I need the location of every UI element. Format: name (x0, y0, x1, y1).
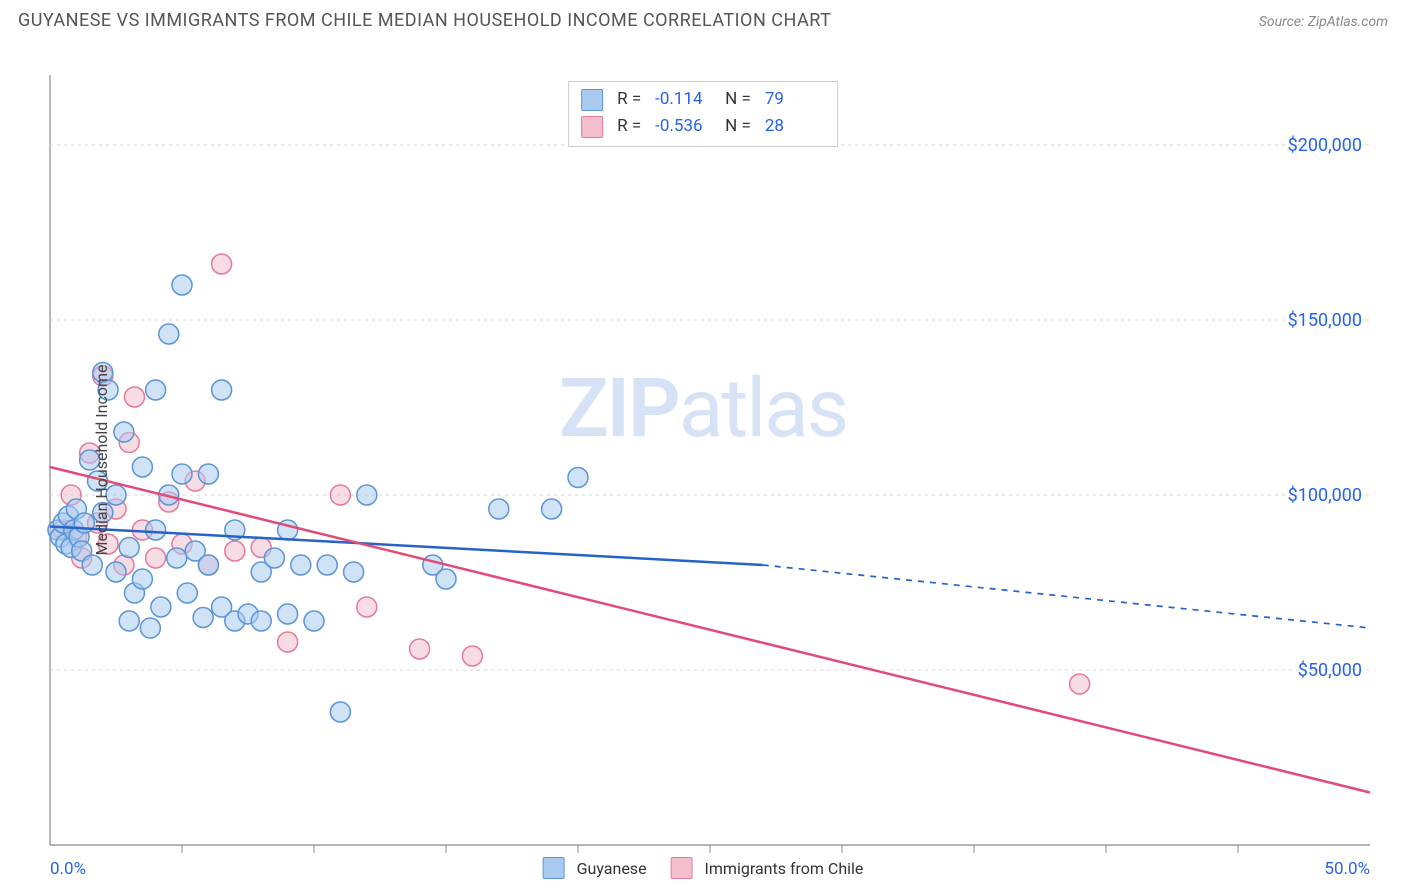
data-point (462, 646, 482, 666)
legend-swatch (581, 116, 603, 138)
data-point (132, 457, 152, 477)
data-point (119, 538, 139, 558)
data-point (304, 611, 324, 631)
trend-line-extension (763, 565, 1370, 628)
data-point (357, 485, 377, 505)
trend-line (50, 467, 1370, 793)
data-point (82, 555, 102, 575)
x-tick-end: 50.0% (1324, 859, 1370, 879)
series-label: Immigrants from Chile (705, 859, 864, 878)
y-tick-label: $150,000 (1288, 310, 1362, 331)
data-point (177, 583, 197, 603)
data-point (291, 555, 311, 575)
chart-area: Median Household Income ZIPatlas $50,000… (0, 35, 1406, 885)
legend-swatch (543, 857, 565, 879)
data-point (159, 324, 179, 344)
correlation-legend: R = -0.114 N = 79 R = -0.536 N = 28 (568, 81, 838, 147)
data-point (489, 499, 509, 519)
data-point (146, 380, 166, 400)
data-point (1070, 674, 1090, 694)
n-label: N = (725, 113, 751, 140)
n-value: 28 (765, 113, 825, 140)
data-point (146, 520, 166, 540)
y-tick-label: $200,000 (1288, 135, 1362, 156)
data-point (436, 569, 456, 589)
data-point (264, 548, 284, 568)
data-point (330, 485, 350, 505)
data-point (410, 639, 430, 659)
data-point (106, 562, 126, 582)
n-label: N = (725, 86, 751, 113)
data-point (146, 548, 166, 568)
data-point (568, 468, 588, 488)
source-text: Source: ZipAtlas.com (1259, 14, 1388, 30)
data-point (193, 608, 213, 628)
data-point (212, 254, 232, 274)
r-label: R = (617, 86, 641, 113)
data-point (198, 555, 218, 575)
data-point (317, 555, 337, 575)
r-label: R = (617, 113, 641, 140)
data-point (278, 632, 298, 652)
data-point (278, 604, 298, 624)
correlation-legend-row: R = -0.114 N = 79 (581, 86, 825, 113)
series-legend-item: Immigrants from Chile (671, 857, 864, 879)
data-point (344, 562, 364, 582)
series-label: Guyanese (577, 859, 647, 878)
data-point (167, 548, 187, 568)
chart-header: GUYANESE VS IMMIGRANTS FROM CHILE MEDIAN… (0, 0, 1406, 35)
data-point (132, 569, 152, 589)
x-tick-start: 0.0% (50, 859, 86, 879)
series-legend: Guyanese Immigrants from Chile (543, 857, 864, 879)
scatter-plot-svg: $50,000 $100,000 $150,000 $200,000 (0, 35, 1406, 885)
data-point (357, 597, 377, 617)
correlation-legend-row: R = -0.536 N = 28 (581, 113, 825, 140)
data-point (330, 702, 350, 722)
data-point (172, 464, 192, 484)
legend-swatch (671, 857, 693, 879)
data-point (542, 499, 562, 519)
data-point (172, 275, 192, 295)
data-point (151, 597, 171, 617)
data-point (124, 387, 144, 407)
data-point (212, 380, 232, 400)
legend-swatch (581, 89, 603, 111)
n-value: 79 (765, 86, 825, 113)
data-point (198, 464, 218, 484)
y-axis-label: Median Household Income (92, 365, 111, 556)
y-tick-label: $100,000 (1288, 485, 1362, 506)
y-tick-label: $50,000 (1298, 660, 1362, 681)
r-value: -0.114 (655, 86, 715, 113)
r-value: -0.536 (655, 113, 715, 140)
data-point (251, 611, 271, 631)
series-legend-item: Guyanese (543, 857, 647, 879)
data-point (225, 541, 245, 561)
chart-title: GUYANESE VS IMMIGRANTS FROM CHILE MEDIAN… (18, 10, 831, 31)
data-point (114, 422, 134, 442)
data-point (119, 611, 139, 631)
data-point (140, 618, 160, 638)
